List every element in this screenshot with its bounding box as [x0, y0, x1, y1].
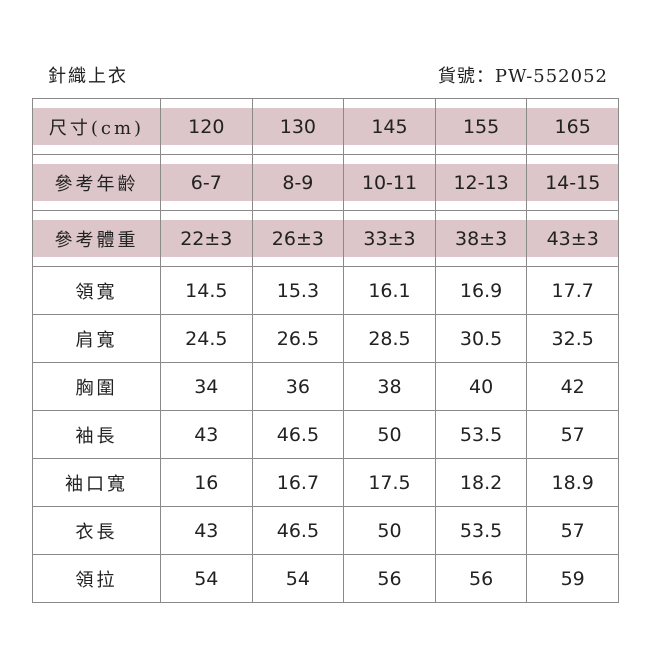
table-row: 領寬 14.5 15.3 16.1 16.9 17.7: [32, 266, 619, 315]
header-row: 參考體重 22±3 26±3 33±3 38±3 43±3: [32, 210, 619, 267]
row-label: 肩寬: [32, 314, 161, 363]
table-cell: 14.5: [160, 266, 253, 315]
table-row: 領拉 54 54 56 56 59: [32, 554, 619, 603]
cell-text: 120: [161, 108, 252, 145]
cell-text: 43±3: [527, 220, 618, 257]
table-cell: 38: [343, 362, 436, 411]
cell-text: 尺寸(cm): [33, 108, 160, 145]
table-cell: 16.7: [251, 458, 345, 507]
size-chart-table: 尺寸(cm) 120 130 145 155 165 參考年齡 6-7 8-9 10-11 12-1…: [32, 98, 619, 603]
table-cell: 6-7: [160, 154, 253, 211]
table-cell: 22±3: [160, 210, 253, 267]
cell-text: 8-9: [252, 164, 344, 201]
row-label: 參考體重: [32, 210, 161, 267]
cell-text: 38±3: [435, 220, 527, 257]
table-cell: 46.5: [251, 506, 345, 555]
table-cell: 38±3: [434, 210, 528, 267]
table-cell: 56: [434, 554, 528, 603]
cell-text: 參考體重: [33, 220, 160, 257]
table-cell: 24.5: [160, 314, 253, 363]
cell-text: 155: [435, 108, 527, 145]
table-cell: 53.5: [434, 410, 528, 459]
table-cell: 56: [343, 554, 436, 603]
cell-text: 12-13: [435, 164, 527, 201]
cell-text: 6-7: [161, 164, 252, 201]
table-cell: 50: [343, 506, 436, 555]
cell-text: 145: [344, 108, 435, 145]
table-cell: 32.5: [526, 314, 619, 363]
table-cell: 12-13: [434, 154, 528, 211]
header-row: 參考年齡 6-7 8-9 10-11 12-13 14-15: [32, 154, 619, 211]
table-cell: 46.5: [251, 410, 345, 459]
table-cell: 14-15: [526, 154, 619, 211]
table-cell: 40: [434, 362, 528, 411]
table-cell: 26±3: [251, 210, 345, 267]
table-cell: 57: [526, 410, 619, 459]
cell-text: 130: [252, 108, 344, 145]
table-cell: 43±3: [526, 210, 619, 267]
table-cell: 15.3: [251, 266, 345, 315]
table-cell: 18.9: [526, 458, 619, 507]
table-cell: 165: [526, 98, 619, 155]
table-cell: 28.5: [343, 314, 436, 363]
table-cell: 120: [160, 98, 253, 155]
row-label: 參考年齡: [32, 154, 161, 211]
table-cell: 43: [160, 410, 253, 459]
table-cell: 16: [160, 458, 253, 507]
table-cell: 130: [251, 98, 345, 155]
table-cell: 33±3: [343, 210, 436, 267]
table-cell: 50: [343, 410, 436, 459]
row-label: 衣長: [32, 506, 161, 555]
table-cell: 26.5: [251, 314, 345, 363]
table-cell: 57: [526, 506, 619, 555]
cell-text: 10-11: [344, 164, 435, 201]
cell-text: 165: [527, 108, 618, 145]
table-cell: 34: [160, 362, 253, 411]
product-code: 貨號：PW-552052: [437, 66, 608, 87]
table-cell: 54: [160, 554, 253, 603]
table-row: 胸圍 34 36 38 40 42: [32, 362, 619, 411]
cell-text: 33±3: [344, 220, 435, 257]
table-cell: 145: [343, 98, 436, 155]
row-label: 領拉: [32, 554, 161, 603]
table-row: 袖長 43 46.5 50 53.5 57: [32, 410, 619, 459]
table-cell: 43: [160, 506, 253, 555]
row-label: 尺寸(cm): [32, 98, 161, 155]
table-cell: 10-11: [343, 154, 436, 211]
table-cell: 54: [251, 554, 345, 603]
table-row: 袖口寬 16 16.7 17.5 18.2 18.9: [32, 458, 619, 507]
cell-text: 26±3: [252, 220, 344, 257]
table-cell: 30.5: [434, 314, 528, 363]
row-label: 領寬: [32, 266, 161, 315]
row-label: 袖口寬: [32, 458, 161, 507]
product-title: 針織上衣: [48, 66, 128, 87]
table-cell: 59: [526, 554, 619, 603]
header-row: 尺寸(cm) 120 130 145 155 165: [32, 98, 619, 155]
row-label: 袖長: [32, 410, 161, 459]
table-cell: 16.1: [343, 266, 436, 315]
row-label: 胸圍: [32, 362, 161, 411]
table-cell: 36: [251, 362, 345, 411]
cell-text: 參考年齡: [33, 164, 160, 201]
table-cell: 155: [434, 98, 528, 155]
table-row: 肩寬 24.5 26.5 28.5 30.5 32.5: [32, 314, 619, 363]
table-cell: 17.5: [343, 458, 436, 507]
table-cell: 8-9: [251, 154, 345, 211]
table-cell: 18.2: [434, 458, 528, 507]
table-cell: 42: [526, 362, 619, 411]
table-cell: 53.5: [434, 506, 528, 555]
cell-text: 22±3: [161, 220, 252, 257]
table-cell: 16.9: [434, 266, 528, 315]
cell-text: 14-15: [527, 164, 618, 201]
table-cell: 17.7: [526, 266, 619, 315]
table-row: 衣長 43 46.5 50 53.5 57: [32, 506, 619, 555]
